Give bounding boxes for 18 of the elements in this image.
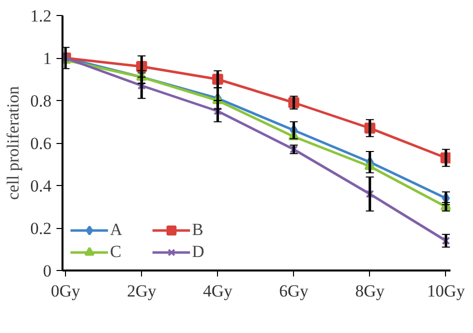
y-tick-label: 0.8 xyxy=(30,92,52,110)
x-tick-label: 4Gy xyxy=(203,282,233,300)
x-tick-label: 8Gy xyxy=(355,282,385,300)
y-tick-label: 1.2 xyxy=(30,6,52,26)
y-tick-label: 0.6 xyxy=(30,134,52,153)
legend-label: B xyxy=(192,220,204,240)
legend-label: C xyxy=(110,242,122,262)
x-tick-label: 10Gy xyxy=(427,282,466,300)
legend-label: D xyxy=(192,242,206,262)
x-tick-label: 6Gy xyxy=(279,282,309,300)
y-axis-title: cell proliferation xyxy=(3,86,22,200)
x-tick-label: 2Gy xyxy=(126,282,157,300)
y-tick-label: 0 xyxy=(43,262,52,280)
y-tick-label: 1 xyxy=(43,49,52,68)
y-tick-label: 0.4 xyxy=(30,176,52,196)
legend-label: A xyxy=(110,220,124,240)
y-tick-label: 0.2 xyxy=(30,219,52,238)
x-tick-label: 0Gy xyxy=(50,282,81,300)
